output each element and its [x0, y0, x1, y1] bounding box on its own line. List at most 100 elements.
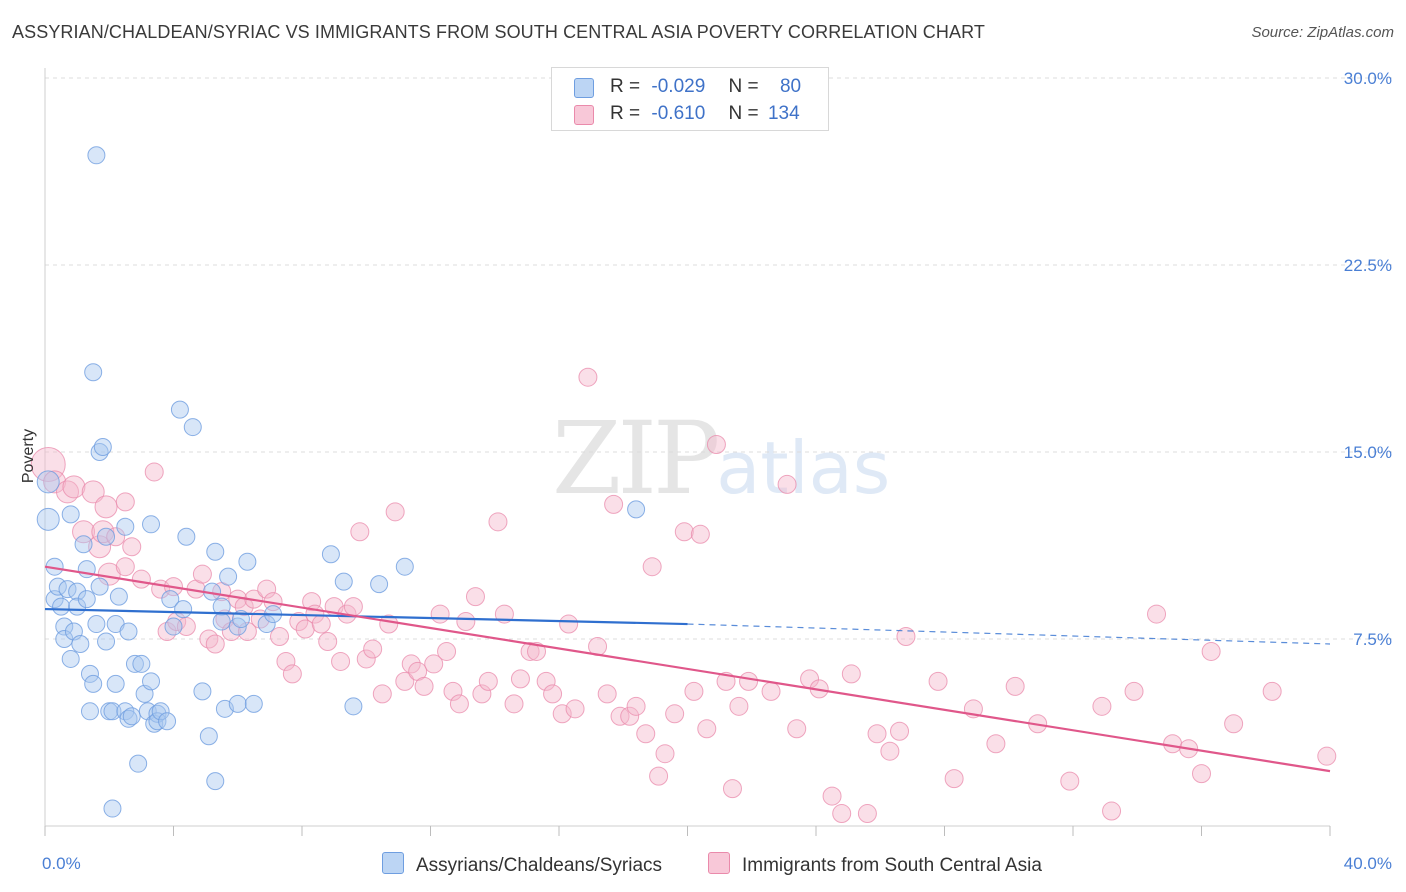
blue-point — [142, 672, 161, 691]
blue-point — [80, 664, 99, 683]
pink-point — [176, 617, 196, 637]
pink-point — [559, 614, 579, 634]
pink-point — [722, 779, 742, 799]
pink-point — [527, 641, 547, 661]
blue-point — [80, 702, 99, 721]
pink-point — [379, 614, 399, 634]
blue-point — [370, 575, 389, 594]
blue-point — [199, 727, 218, 746]
y-tick-label: 22.5% — [1344, 256, 1392, 275]
legend-n-label: N = — [728, 76, 759, 97]
pink-point — [665, 704, 685, 724]
blue-point — [122, 707, 141, 726]
blue-point — [132, 654, 151, 673]
legend-r-label: R = — [610, 103, 641, 124]
x-tick-label: 0.0% — [42, 854, 81, 873]
watermark-zip: ZIP — [552, 400, 720, 517]
pink-point — [787, 719, 807, 739]
pink-point — [270, 627, 290, 647]
pink-point — [331, 651, 351, 671]
blue-point — [212, 612, 231, 631]
blue-series-points — [36, 146, 646, 818]
pink-point — [890, 721, 910, 741]
pink-point — [697, 719, 717, 739]
blue-point — [36, 470, 60, 494]
pink-point — [944, 769, 964, 789]
blue-swatch — [382, 852, 404, 874]
pink-point — [1201, 641, 1221, 661]
blue-point — [109, 587, 128, 606]
pink-point — [867, 724, 887, 744]
pink-point — [363, 639, 383, 659]
pink-point — [1317, 746, 1337, 766]
pink-point — [81, 480, 105, 504]
blue-point — [206, 772, 225, 791]
axis-labels: 7.5% 15.0% 22.5% 30.0% 0.0% 40.0% Poverty — [20, 69, 1392, 873]
pink-point — [1163, 734, 1183, 754]
blue-point — [103, 799, 122, 818]
pink-point — [343, 597, 363, 617]
legend-r-label: R = — [610, 76, 641, 97]
blue-point — [164, 617, 183, 636]
blue-point — [125, 654, 144, 673]
blue-point — [97, 632, 116, 651]
blue-point — [87, 146, 106, 165]
blue-point — [61, 505, 80, 524]
pink-point — [289, 612, 309, 632]
pink-point — [465, 587, 485, 607]
blue-trend-extension — [687, 623, 1331, 645]
pink-point — [1192, 764, 1211, 784]
legend-n-label: N = — [728, 103, 759, 124]
blue-point — [87, 615, 106, 634]
blue-point — [148, 712, 167, 731]
blue-point — [55, 617, 74, 636]
pink-point — [1005, 676, 1025, 696]
pink-point — [510, 669, 530, 689]
pink-point — [372, 684, 392, 704]
x-tick-label: 40.0% — [1344, 854, 1392, 873]
pink-point — [610, 706, 630, 726]
pink-point — [626, 696, 646, 716]
pink-point — [478, 671, 498, 691]
chart-title: ASSYRIAN/CHALDEAN/SYRIAC VS IMMIGRANTS F… — [12, 22, 985, 42]
blue-point — [61, 649, 80, 668]
pink-point — [880, 741, 900, 761]
pink-point — [761, 681, 781, 701]
blue-point — [148, 704, 167, 723]
blue-point — [321, 545, 340, 564]
correlation-legend: R = -0.029 N = 80 R = -0.610 N = 134 — [551, 67, 829, 131]
pink-point — [716, 671, 736, 691]
blue-point — [193, 682, 212, 701]
pink-point — [636, 724, 656, 744]
pink-point — [449, 694, 469, 714]
axes — [44, 68, 1331, 836]
source-label: Source: ZipAtlas.com — [1251, 24, 1394, 41]
pink-point — [282, 664, 302, 684]
blue-point — [74, 535, 93, 554]
pink-point — [488, 512, 508, 532]
blue-point — [219, 567, 238, 586]
blue-point — [106, 674, 125, 693]
pink-point — [649, 766, 669, 786]
pink-point — [43, 470, 67, 494]
blue-point — [84, 674, 103, 693]
blue-point — [93, 438, 112, 457]
pink-point — [690, 524, 710, 544]
bottom-legend-pink: Immigrants from South Central Asia — [708, 852, 1042, 877]
blue-point — [119, 622, 138, 641]
pink-point — [739, 671, 759, 691]
y-tick-label: 15.0% — [1344, 443, 1392, 462]
pink-point — [1224, 714, 1244, 734]
pink-point — [729, 696, 749, 716]
pink-point — [395, 671, 415, 691]
pink-point — [896, 627, 916, 647]
pink-point — [597, 684, 617, 704]
legend-r-value: -0.610 — [651, 103, 706, 124]
pink-trend-line — [44, 565, 1331, 773]
blue-point — [161, 590, 180, 609]
pink-point — [928, 671, 948, 691]
pink-point — [1102, 801, 1122, 821]
pink-point — [1147, 604, 1167, 624]
blue-point — [103, 702, 122, 721]
